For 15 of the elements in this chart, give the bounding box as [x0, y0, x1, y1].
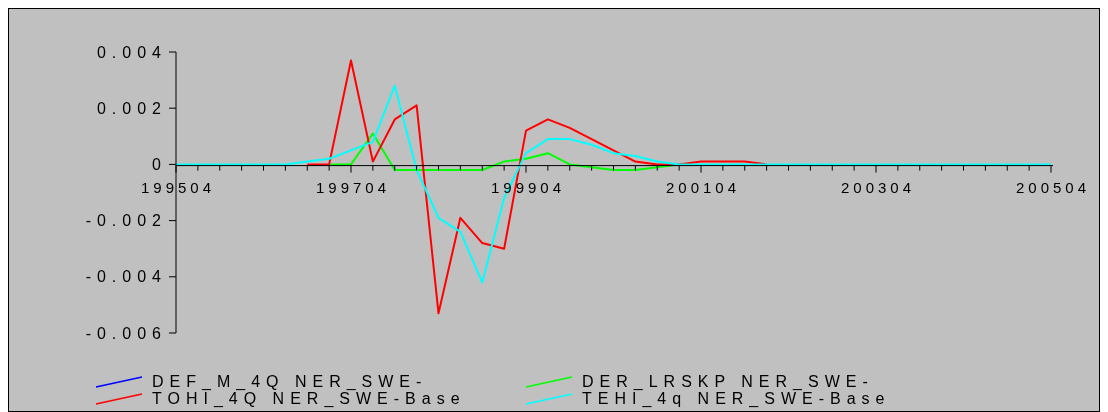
y-tick-label: 0.004: [96, 43, 167, 61]
x-tick-label: 200104: [665, 178, 741, 196]
y-tick-label: -0.004: [85, 268, 167, 286]
x-tick-label: 199504: [140, 178, 216, 196]
x-tick-label: 199704: [315, 178, 391, 196]
legend-label: DEF_M_4Q NER_SWE-: [152, 373, 428, 390]
y-tick-label: -0.006: [85, 324, 167, 342]
y-tick-label: 0: [152, 156, 167, 174]
y-tick-label: -0.002: [85, 212, 167, 230]
x-tick-label: 200504: [1015, 178, 1091, 196]
legend-label: TOHI_4Q NER_SWE-Base: [152, 390, 466, 407]
legend-label: DER_LRSKP NER_SWE-: [582, 373, 874, 390]
x-tick-label: 200304: [840, 178, 916, 196]
y-tick-label: 0.002: [96, 99, 167, 117]
legend-label: TEHI_4q NER_SWE-Base: [582, 390, 891, 407]
